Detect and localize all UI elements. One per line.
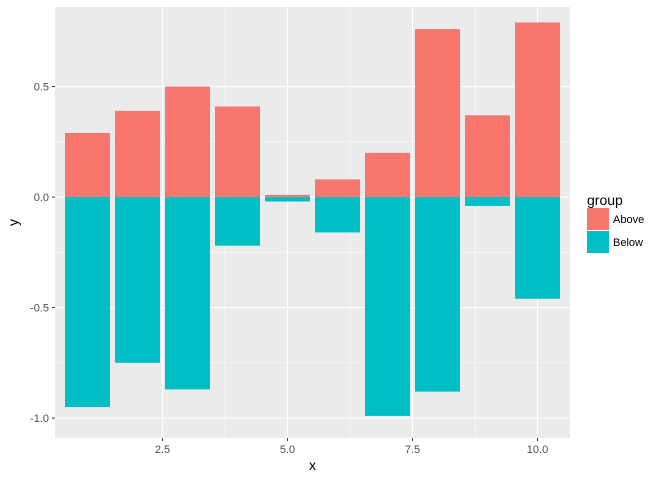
- bar-below-x7: [365, 197, 410, 416]
- bar-above-x3: [165, 86, 210, 198]
- bar-above-x10: [515, 22, 560, 198]
- y-tick-label: -1.0: [30, 413, 49, 425]
- legend-key-above: [587, 208, 609, 230]
- legend-title: group: [587, 192, 623, 208]
- bar-above-x4: [215, 106, 260, 198]
- x-tick-label: 5.0: [280, 444, 295, 456]
- x-tick-label: 2.5: [155, 444, 170, 456]
- bar-above-x8: [415, 29, 460, 198]
- y-tick-label: 0.5: [34, 82, 49, 94]
- y-tick-label: 0.0: [34, 192, 49, 204]
- bar-below-x10: [515, 197, 560, 299]
- bar-above-x6: [315, 179, 360, 198]
- bar-above-x1: [65, 132, 110, 198]
- legend: group Above Below: [587, 192, 644, 253]
- legend-label-above: Above: [613, 214, 644, 226]
- y-tick-label: -0.5: [30, 303, 49, 315]
- x-axis: 2.5 5.0 7.5 10.0: [155, 438, 548, 456]
- bar-above-x2: [115, 110, 160, 198]
- bar-below-x3: [165, 197, 210, 390]
- bar-below-x2: [115, 197, 160, 363]
- bar-below-x6: [315, 197, 360, 233]
- bar-above-x5: [265, 194, 310, 198]
- bar-below-x1: [65, 197, 110, 408]
- bar-above-x7: [365, 152, 410, 198]
- y-axis-title: y: [5, 219, 21, 226]
- y-axis: -1.0 -0.5 0.0 0.5: [30, 82, 55, 425]
- bar-below-x9: [465, 197, 510, 206]
- x-tick-label: 7.5: [405, 444, 420, 456]
- legend-label-below: Below: [613, 237, 643, 249]
- bar-below-x5: [265, 197, 310, 202]
- bars: [65, 22, 560, 416]
- x-axis-title: x: [309, 457, 316, 473]
- bar-below-x8: [415, 197, 460, 392]
- legend-key-below: [587, 231, 609, 253]
- bar-below-x4: [215, 197, 260, 246]
- bar-above-x9: [465, 115, 510, 198]
- x-tick-label: 10.0: [527, 444, 548, 456]
